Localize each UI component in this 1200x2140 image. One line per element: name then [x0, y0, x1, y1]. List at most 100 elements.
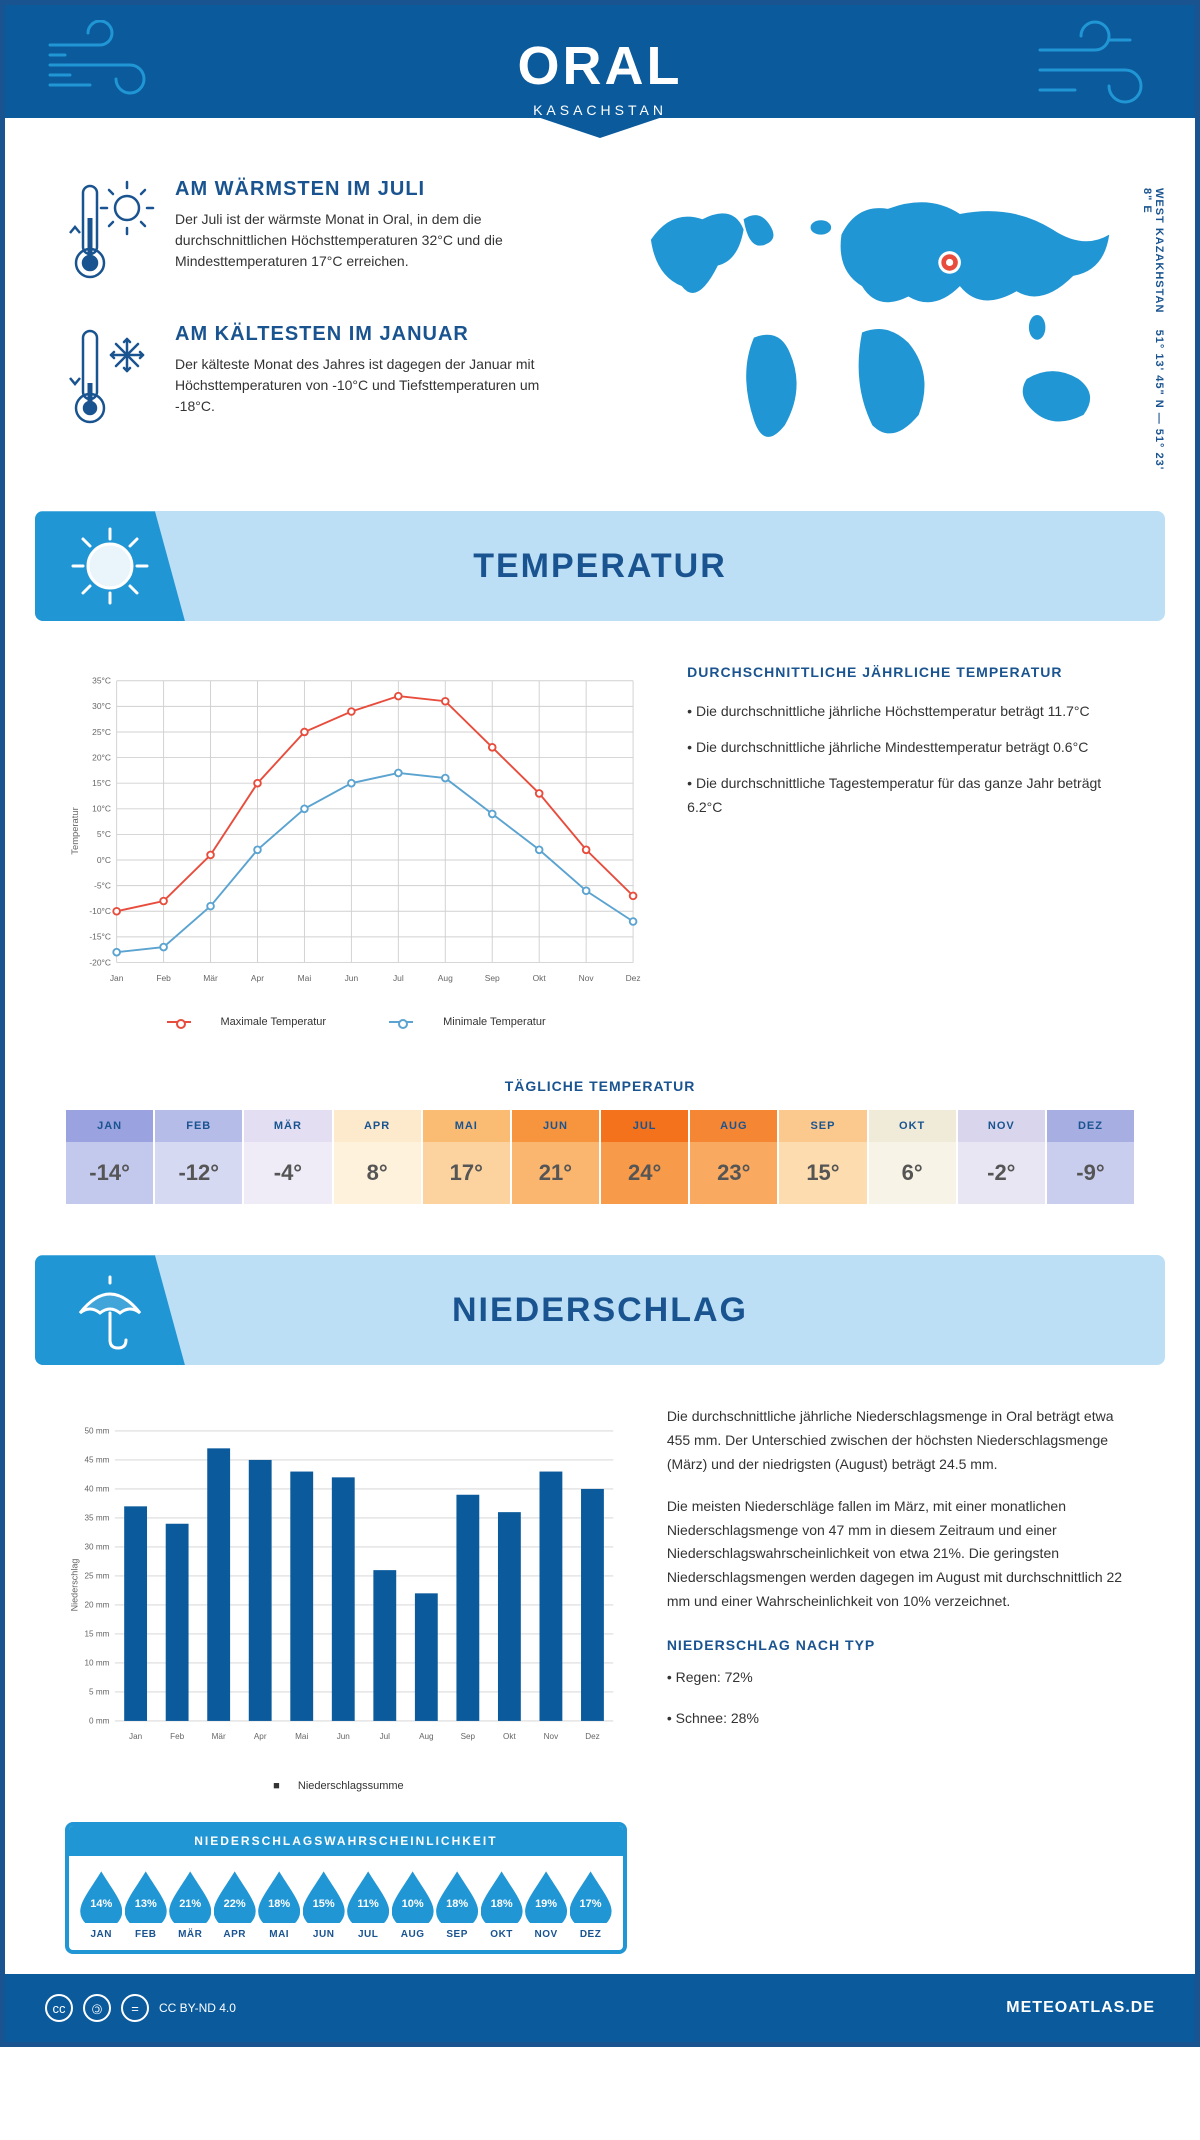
nd-icon: = [121, 1994, 149, 2022]
svg-text:Sep: Sep [461, 1732, 476, 1741]
precip-probability-box: NIEDERSCHLAGSWAHRSCHEINLICHKEIT 14%JAN13… [65, 1822, 627, 1954]
temperature-title: TEMPERATUR [473, 547, 727, 586]
svg-text:Niederschlag: Niederschlag [70, 1559, 80, 1612]
page: ORAL KASACHSTAN AM WÄRMSTEN IM JULI Der … [0, 0, 1200, 2047]
svg-text:25 mm: 25 mm [85, 1572, 110, 1581]
precip-type-item: • Schnee: 28% [667, 1707, 1135, 1731]
daily-cell: NOV-2° [957, 1109, 1046, 1205]
thermometer-snow-icon [65, 323, 155, 438]
daily-cell: JUL24° [600, 1109, 689, 1205]
prob-cell: 19%NOV [524, 1871, 568, 1940]
warmest-text: Der Juli ist der wärmste Monat in Oral, … [175, 209, 555, 272]
daily-cell: SEP15° [778, 1109, 867, 1205]
svg-text:-20°C: -20°C [89, 958, 111, 968]
svg-text:30 mm: 30 mm [85, 1543, 110, 1552]
header-banner: ORAL KASACHSTAN [5, 5, 1195, 138]
coldest-block: AM KÄLTESTEN IM JANUAR Der kälteste Mona… [65, 323, 580, 438]
svg-text:5 mm: 5 mm [89, 1688, 110, 1697]
svg-text:5°C: 5°C [97, 830, 111, 840]
prob-cell: 21%MÄR [168, 1871, 212, 1940]
svg-text:Okt: Okt [533, 974, 547, 984]
svg-text:Mai: Mai [298, 974, 312, 984]
coldest-title: AM KÄLTESTEN IM JANUAR [175, 323, 555, 346]
region-label: WEST KAZAKHSTAN [1153, 188, 1165, 313]
svg-text:Apr: Apr [254, 1732, 267, 1741]
svg-text:Mär: Mär [203, 974, 218, 984]
daily-cell: FEB-12° [154, 1109, 243, 1205]
daily-cell: JUN21° [511, 1109, 600, 1205]
coldest-text: Der kälteste Monat des Jahres ist dagege… [175, 354, 555, 417]
svg-text:10 mm: 10 mm [85, 1659, 110, 1668]
svg-text:Aug: Aug [419, 1732, 434, 1741]
svg-text:30°C: 30°C [92, 702, 111, 712]
daily-temp-table: JAN-14°FEB-12°MÄR-4°APR8°MAI17°JUN21°JUL… [65, 1109, 1135, 1205]
footer-license: cc 🄯 = CC BY-ND 4.0 [45, 1994, 236, 2022]
city-title: ORAL [5, 35, 1195, 97]
prob-row: 14%JAN13%FEB21%MÄR22%APR18%MAI15%JUN11%J… [69, 1856, 623, 1950]
svg-text:0 mm: 0 mm [89, 1717, 110, 1726]
svg-text:50 mm: 50 mm [85, 1427, 110, 1436]
temperature-side-text: DURCHSCHNITTLICHE JÄHRLICHE TEMPERATUR •… [687, 661, 1135, 1028]
cc-icon: cc [45, 1994, 73, 2022]
svg-text:10°C: 10°C [92, 804, 111, 814]
prob-cell: 18%MAI [257, 1871, 301, 1940]
daily-temp-title: TÄGLICHE TEMPERATUR [5, 1078, 1195, 1094]
svg-text:Nov: Nov [579, 974, 595, 984]
svg-text:Dez: Dez [585, 1732, 599, 1741]
daily-cell: JAN-14° [65, 1109, 154, 1205]
intro-row: AM WÄRMSTEN IM JULI Der Juli ist der wär… [5, 158, 1195, 511]
umbrella-icon [35, 1255, 185, 1365]
temp-side-title: DURCHSCHNITTLICHE JÄHRLICHE TEMPERATUR [687, 661, 1135, 685]
svg-text:20 mm: 20 mm [85, 1601, 110, 1610]
prob-cell: 18%OKT [479, 1871, 523, 1940]
svg-text:-15°C: -15°C [89, 932, 111, 942]
temperature-chart: -20°C -15°C -10°C -5°C 0°C 5°C 10°C 15°C 20°C 25°… [65, 661, 647, 1028]
daily-cell: APR8° [333, 1109, 422, 1205]
svg-text:-10°C: -10°C [89, 906, 111, 916]
prob-cell: 15%JUN [301, 1871, 345, 1940]
svg-text:15°C: 15°C [92, 778, 111, 788]
svg-text:20°C: 20°C [92, 753, 111, 763]
precipitation-content: 0 mm 5 mm 10 mm 15 mm 20 mm 25 mm 30 mm 35 mm 40… [5, 1365, 1195, 1974]
daily-cell: OKT6° [868, 1109, 957, 1205]
svg-text:35 mm: 35 mm [85, 1514, 110, 1523]
thermometer-sun-icon [65, 178, 155, 293]
svg-text:Jun: Jun [345, 974, 359, 984]
daily-cell: AUG23° [689, 1109, 778, 1205]
svg-text:Okt: Okt [503, 1732, 516, 1741]
precipitation-title: NIEDERSCHLAG [452, 1291, 748, 1330]
svg-text:Feb: Feb [156, 974, 171, 984]
temperature-content: -20°C -15°C -10°C -5°C 0°C 5°C 10°C 15°C 20°C 25°… [5, 621, 1195, 1048]
precip-type-item: • Regen: 72% [667, 1666, 1135, 1690]
svg-text:Jul: Jul [380, 1732, 391, 1741]
coordinates: WEST KAZAKHSTAN 51° 13' 45" N — 51° 23' … [1141, 188, 1165, 471]
precip-para: Die meisten Niederschläge fallen im März… [667, 1495, 1135, 1614]
legend-min: Minimale Temperatur [443, 1016, 546, 1028]
svg-text:Feb: Feb [170, 1732, 185, 1741]
legend-max: Maximale Temperatur [221, 1016, 327, 1028]
prob-cell: 18%SEP [435, 1871, 479, 1940]
daily-cell: MAI17° [422, 1109, 511, 1205]
svg-text:45 mm: 45 mm [85, 1456, 110, 1465]
svg-text:Dez: Dez [626, 974, 641, 984]
precip-legend-label: Niederschlagssumme [298, 1780, 404, 1792]
wind-icon [1035, 20, 1155, 124]
footer: cc 🄯 = CC BY-ND 4.0 METEOATLAS.DE [5, 1974, 1195, 2042]
svg-text:-5°C: -5°C [94, 881, 111, 891]
precipitation-section-header: NIEDERSCHLAG [35, 1255, 1165, 1365]
temp-bullet: • Die durchschnittliche jährliche Höchst… [687, 700, 1135, 724]
daily-cell: DEZ-9° [1046, 1109, 1135, 1205]
svg-text:Jul: Jul [393, 974, 404, 984]
daily-cell: MÄR-4° [243, 1109, 332, 1205]
precip-legend: ■ Niederschlagssumme [65, 1780, 627, 1792]
svg-text:Nov: Nov [544, 1732, 559, 1741]
svg-text:25°C: 25°C [92, 727, 111, 737]
svg-text:15 mm: 15 mm [85, 1630, 110, 1639]
prob-cell: 22%APR [212, 1871, 256, 1940]
svg-text:0°C: 0°C [97, 855, 111, 865]
svg-text:40 mm: 40 mm [85, 1485, 110, 1494]
svg-text:Sep: Sep [485, 974, 500, 984]
prob-cell: 11%JUL [346, 1871, 390, 1940]
svg-text:Aug: Aug [438, 974, 453, 984]
map-block: WEST KAZAKHSTAN 51° 13' 45" N — 51° 23' … [620, 178, 1135, 471]
